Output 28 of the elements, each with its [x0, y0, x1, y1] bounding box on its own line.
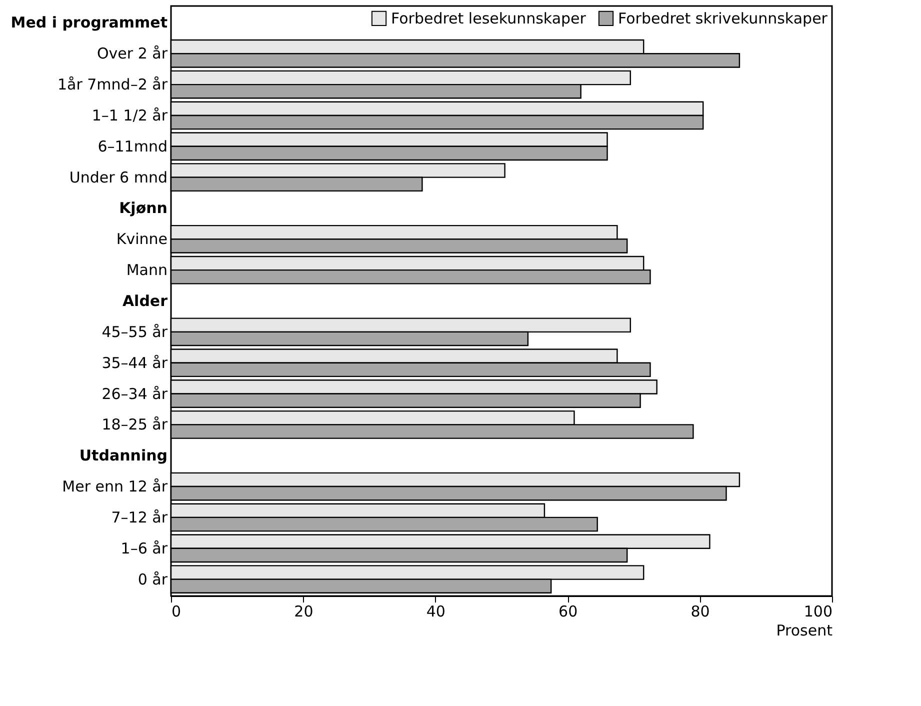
y-tick-label: 35–44 år: [102, 354, 168, 372]
y-tick-label: Mann: [126, 261, 168, 280]
y-tick-label: 0 år: [138, 570, 168, 588]
y-tick-label: Kvinne: [116, 230, 168, 248]
y-tick-label: 18–25 år: [102, 416, 168, 434]
legend-label: Forbedret lesekunnskaper: [391, 9, 587, 28]
y-tick-label: Kjønn: [119, 199, 168, 218]
x-tick-label: 0: [172, 602, 182, 620]
y-tick-label: 1–6 år: [120, 539, 168, 558]
x-tick-label: 40: [426, 602, 446, 620]
y-tick-label: 1–1 1/2 år: [92, 106, 168, 124]
y-tick-label: 1år 7mnd–2 år: [57, 76, 168, 94]
x-tick-label: 100: [804, 602, 832, 620]
y-tick-label: 6–11mnd: [98, 137, 168, 156]
y-tick-label: 45–55 år: [102, 322, 168, 341]
y-tick-label: Utdanning: [79, 446, 168, 465]
x-tick-label: 60: [558, 602, 578, 620]
legend-label: Forbedret skrivekunnskaper: [618, 9, 828, 28]
y-tick-label: Med i programmet: [10, 14, 168, 32]
y-tick-label: 7–12 år: [111, 508, 168, 526]
x-axis-title: Prosent: [776, 622, 833, 640]
y-tick-label: Mer enn 12 år: [62, 478, 168, 496]
y-tick-label: Over 2 år: [96, 44, 168, 63]
y-tick-label: 26–34 år: [102, 384, 168, 403]
x-tick-label: 20: [294, 602, 314, 620]
x-tick-label: 80: [690, 602, 710, 620]
y-tick-label: Alder: [122, 292, 168, 310]
y-tick-label: Under 6 mnd: [69, 168, 168, 186]
